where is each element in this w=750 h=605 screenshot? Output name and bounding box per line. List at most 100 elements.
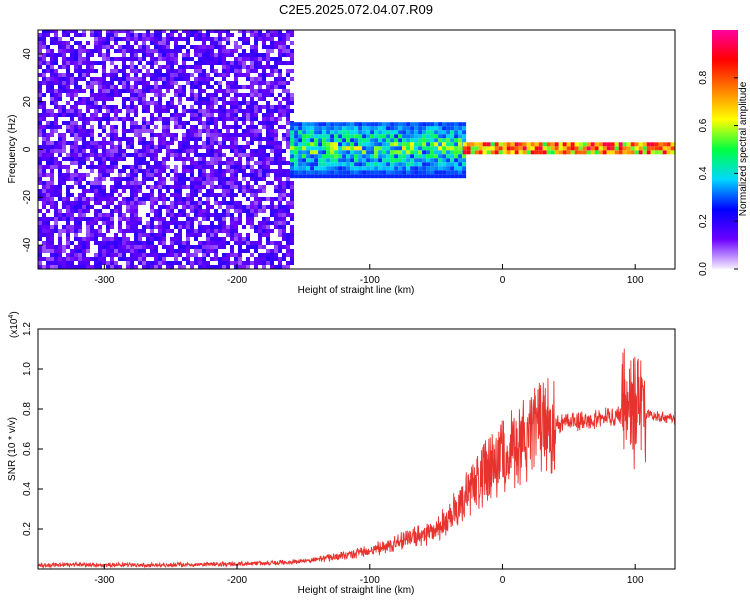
heatmap-cell: [102, 125, 106, 129]
heatmap-cell: [66, 73, 70, 77]
heatmap-cell: [378, 138, 383, 143]
heatmap-cell: [214, 61, 218, 65]
heatmap-cell: [190, 209, 194, 213]
heatmap-cell: [38, 73, 42, 77]
heatmap-cell: [118, 169, 122, 173]
heatmap-cell: [74, 205, 78, 209]
heatmap-cell: [78, 201, 82, 205]
heatmap-cell: [182, 201, 186, 205]
heatmap-cell: [182, 105, 186, 109]
heatmap-cell: [210, 149, 214, 153]
heatmap-cell: [306, 174, 311, 179]
heatmap-cell: [202, 241, 206, 245]
heatmap-cell: [158, 45, 162, 49]
heatmap-cell: [282, 265, 286, 269]
heatmap-cell: [238, 245, 242, 249]
heatmap-cell: [222, 253, 226, 257]
heatmap-cell: [82, 245, 86, 249]
heatmap-cell: [374, 122, 379, 127]
heatmap-cell: [266, 73, 270, 77]
heatmap-cell: [246, 165, 250, 169]
heatmap-cell: [266, 125, 270, 129]
heatmap-cell: [114, 145, 118, 149]
heatmap-cell: [258, 137, 262, 141]
heatmap-cell: [362, 170, 367, 175]
heatmap-cell: [246, 185, 250, 189]
heatmap-cell: [194, 61, 198, 65]
heatmap-cell: [42, 201, 46, 205]
heatmap-cell: [146, 237, 150, 241]
heatmap-cell: [266, 65, 270, 69]
heatmap-cell: [118, 205, 122, 209]
heatmap-cell: [50, 89, 54, 93]
heatmap-cell: [406, 122, 411, 127]
heatmap-cell: [82, 265, 86, 269]
heatmap-cell: [74, 161, 78, 165]
heatmap-cell: [114, 65, 118, 69]
heatmap-cell: [238, 205, 242, 209]
heatmap-cell: [418, 154, 423, 159]
heatmap-cell: [70, 30, 74, 33]
heatmap-cell: [166, 81, 170, 85]
heatmap-cell: [90, 161, 94, 165]
heatmap-cell: [290, 162, 295, 167]
heatmap-cell: [454, 142, 459, 147]
heatmap-cell: [646, 146, 651, 151]
heatmap-cell: [58, 125, 62, 129]
heatmap-cell: [262, 65, 266, 69]
heatmap-cell: [86, 101, 90, 105]
heatmap-cell: [326, 142, 331, 147]
heatmap-cell: [302, 146, 307, 151]
heatmap-cell: [42, 105, 46, 109]
heatmap-cell: [206, 133, 210, 137]
heatmap-cell: [166, 41, 170, 45]
heatmap-cell: [126, 261, 130, 265]
heatmap-cell: [258, 61, 262, 65]
heatmap-cell: [454, 150, 459, 155]
heatmap-cell: [458, 134, 463, 139]
heatmap-cell: [222, 201, 226, 205]
heatmap-cell: [62, 45, 66, 49]
heatmap-cell: [270, 249, 274, 253]
heatmap-cell: [186, 133, 190, 137]
heatmap-cell: [126, 221, 130, 225]
heatmap-cell: [82, 137, 86, 141]
heatmap-cell: [74, 149, 78, 153]
heatmap-cell: [318, 154, 323, 159]
heatmap-cell: [70, 217, 74, 221]
heatmap-cell: [114, 165, 118, 169]
heatmap-cell: [126, 197, 130, 201]
heatmap-cell: [158, 265, 162, 269]
heatmap-cell: [66, 189, 70, 193]
heatmap-cell: [150, 149, 154, 153]
heatmap-cell: [286, 145, 290, 149]
heatmap-cell: [110, 217, 114, 221]
heatmap-cell: [198, 77, 202, 81]
heatmap-cell: [250, 125, 254, 129]
heatmap-cell: [414, 130, 419, 135]
heatmap-cell: [78, 261, 82, 265]
heatmap-cell: [570, 142, 575, 147]
heatmap-cell: [522, 146, 527, 151]
heatmap-cell: [390, 138, 395, 143]
heatmap-cell: [330, 126, 335, 131]
heatmap-cell: [78, 89, 82, 93]
heatmap-cell: [102, 57, 106, 61]
heatmap-cell: [462, 138, 467, 143]
heatmap-cell: [146, 49, 150, 53]
heatmap-cell: [174, 41, 178, 45]
heatmap-cell: [278, 145, 282, 149]
spectrogram-heatmap: [38, 30, 675, 269]
heatmap-cell: [558, 146, 563, 151]
heatmap-cell: [394, 126, 399, 131]
heatmap-cell: [58, 241, 62, 245]
heatmap-cell: [378, 130, 383, 135]
heatmap-cell: [378, 154, 383, 159]
heatmap-cell: [98, 229, 102, 233]
heatmap-cell: [102, 169, 106, 173]
heatmap-cell: [158, 69, 162, 73]
heatmap-cell: [58, 133, 62, 137]
heatmap-cell: [346, 154, 351, 159]
heatmap-cell: [202, 157, 206, 161]
